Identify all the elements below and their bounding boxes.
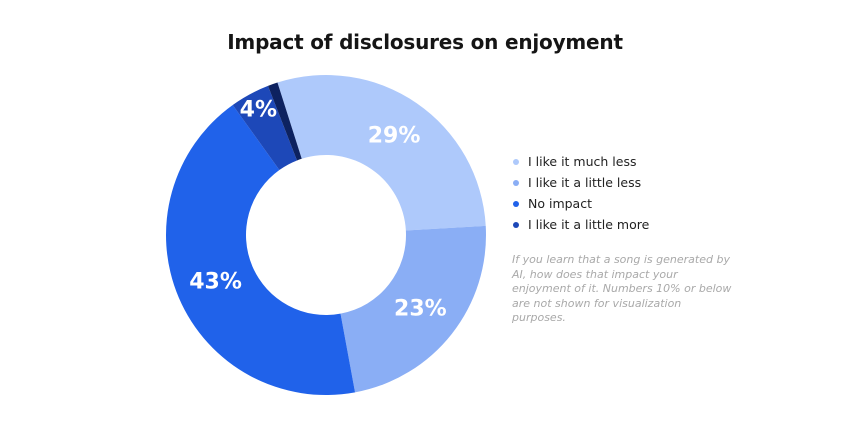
slice-label-much-less: 29% [368, 124, 421, 149]
slice-label-little-more: 4% [240, 98, 277, 123]
legend-dot-little-less [513, 179, 519, 186]
legend-item-little-less: I like it a little less [513, 172, 649, 193]
legend-item-little-more: I like it a little more [513, 214, 649, 235]
slice-label-no-impact: 43% [189, 270, 242, 295]
legend-dot-no-impact [513, 200, 519, 207]
legend-label-no-impact: No impact [528, 196, 592, 211]
legend-label-much-less: I like it much less [528, 154, 637, 169]
slice-little-less [340, 225, 486, 393]
legend-label-little-less: I like it a little less [528, 175, 642, 190]
slice-remainder [267, 82, 302, 161]
legend-dot-much-less [513, 158, 519, 165]
slice-much-less [277, 75, 486, 231]
legend-dot-little-more [513, 221, 519, 228]
slice-little-more [232, 85, 297, 170]
chart-note: If you learn that a song is generated by… [512, 253, 732, 324]
chart-title: Impact of disclosures on enjoyment [227, 30, 623, 54]
legend-item-no-impact: No impact [513, 193, 649, 214]
slice-no-impact [165, 104, 356, 396]
legend-label-little-more: I like it a little more [528, 217, 650, 232]
slice-label-little-less: 23% [394, 297, 447, 322]
legend: I like it much less I like it a little l… [513, 151, 649, 235]
legend-item-much-less: I like it much less [513, 151, 649, 172]
